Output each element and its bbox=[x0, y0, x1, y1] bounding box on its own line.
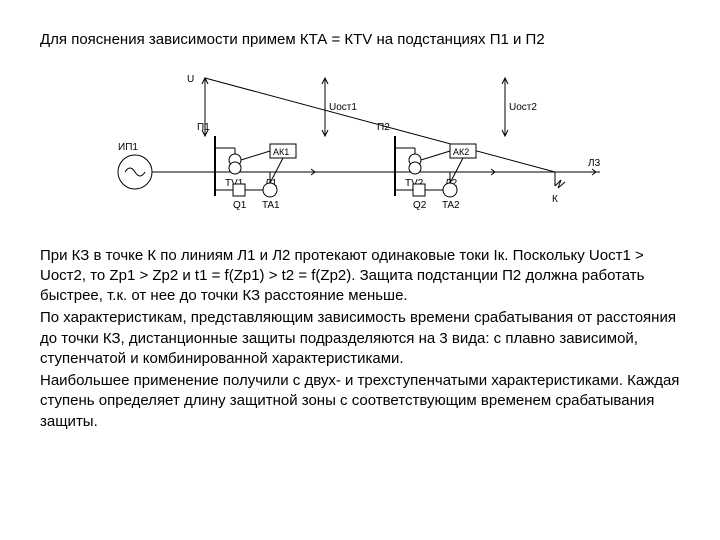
svg-text:К: К bbox=[552, 194, 558, 205]
paragraph-3: Наибольшее применение получили с двух- и… bbox=[40, 371, 680, 432]
svg-text:TA1: TA1 bbox=[262, 200, 280, 211]
svg-text:U: U bbox=[187, 74, 194, 85]
paragraph-2: По характеристикам, представляющим завис… bbox=[40, 308, 680, 369]
svg-text:Л3: Л3 bbox=[588, 158, 601, 169]
svg-text:Uост2: Uост2 bbox=[509, 102, 537, 113]
svg-text:Q1: Q1 bbox=[233, 200, 247, 211]
circuit-diagram: ИП1П1П2UUост1Uост2TV1АК1Л1Q1TA1TV2АК2Л2Q… bbox=[40, 60, 680, 234]
intro-text: Для пояснения зависимости примем КТА = К… bbox=[40, 30, 680, 50]
svg-text:АК2: АК2 bbox=[453, 147, 469, 157]
svg-text:TA2: TA2 bbox=[442, 200, 460, 211]
svg-text:Uост1: Uост1 bbox=[329, 102, 357, 113]
svg-text:ИП1: ИП1 bbox=[118, 142, 138, 153]
svg-text:П1: П1 bbox=[197, 122, 210, 133]
svg-text:АК1: АК1 bbox=[273, 147, 289, 157]
body-text: При КЗ в точке К по линиям Л1 и Л2 проте… bbox=[40, 246, 680, 432]
svg-text:Q2: Q2 bbox=[413, 200, 427, 211]
paragraph-1: При КЗ в точке К по линиям Л1 и Л2 проте… bbox=[40, 246, 680, 307]
